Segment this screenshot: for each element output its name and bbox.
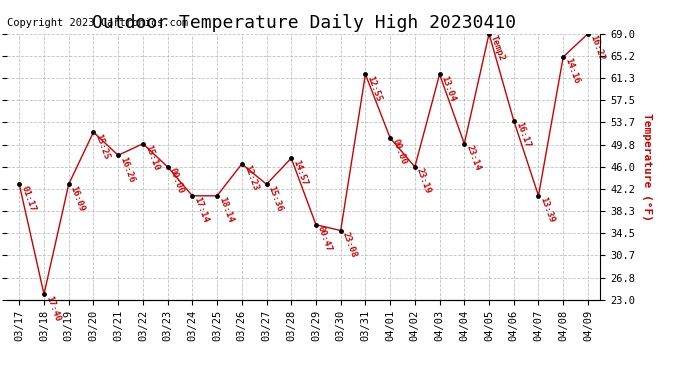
Y-axis label: Temperature (°F): Temperature (°F): [642, 113, 651, 221]
Text: 12:55: 12:55: [366, 74, 383, 103]
Text: 15:10: 15:10: [143, 144, 161, 172]
Text: 17:14: 17:14: [193, 196, 210, 224]
Text: 00:00: 00:00: [390, 138, 408, 166]
Text: 13:04: 13:04: [440, 74, 457, 103]
Text: 01:17: 01:17: [19, 184, 37, 213]
Text: 15:36: 15:36: [266, 184, 284, 213]
Text: 16:09: 16:09: [69, 184, 86, 213]
Text: 14:57: 14:57: [291, 158, 309, 186]
Text: 00:47: 00:47: [316, 225, 333, 253]
Text: 23:08: 23:08: [341, 231, 358, 259]
Text: 12:23: 12:23: [241, 164, 259, 192]
Title: Outdoor Temperature Daily High 20230410: Outdoor Temperature Daily High 20230410: [92, 14, 515, 32]
Text: 16:26: 16:26: [118, 155, 136, 184]
Text: 17:40: 17:40: [44, 294, 61, 322]
Text: 13:39: 13:39: [538, 196, 556, 224]
Text: 16:22: 16:22: [588, 34, 606, 62]
Text: 23:14: 23:14: [464, 144, 482, 172]
Text: 23:19: 23:19: [415, 167, 433, 195]
Text: 16:17: 16:17: [514, 121, 531, 149]
Text: 00:00: 00:00: [168, 167, 185, 195]
Text: 18:14: 18:14: [217, 196, 235, 224]
Text: 15:25: 15:25: [93, 132, 111, 160]
Text: Copyright 2023 Cartronics.com: Copyright 2023 Cartronics.com: [7, 18, 188, 28]
Text: 14:16: 14:16: [563, 57, 581, 85]
Text: Temp2: Temp2: [489, 34, 506, 62]
